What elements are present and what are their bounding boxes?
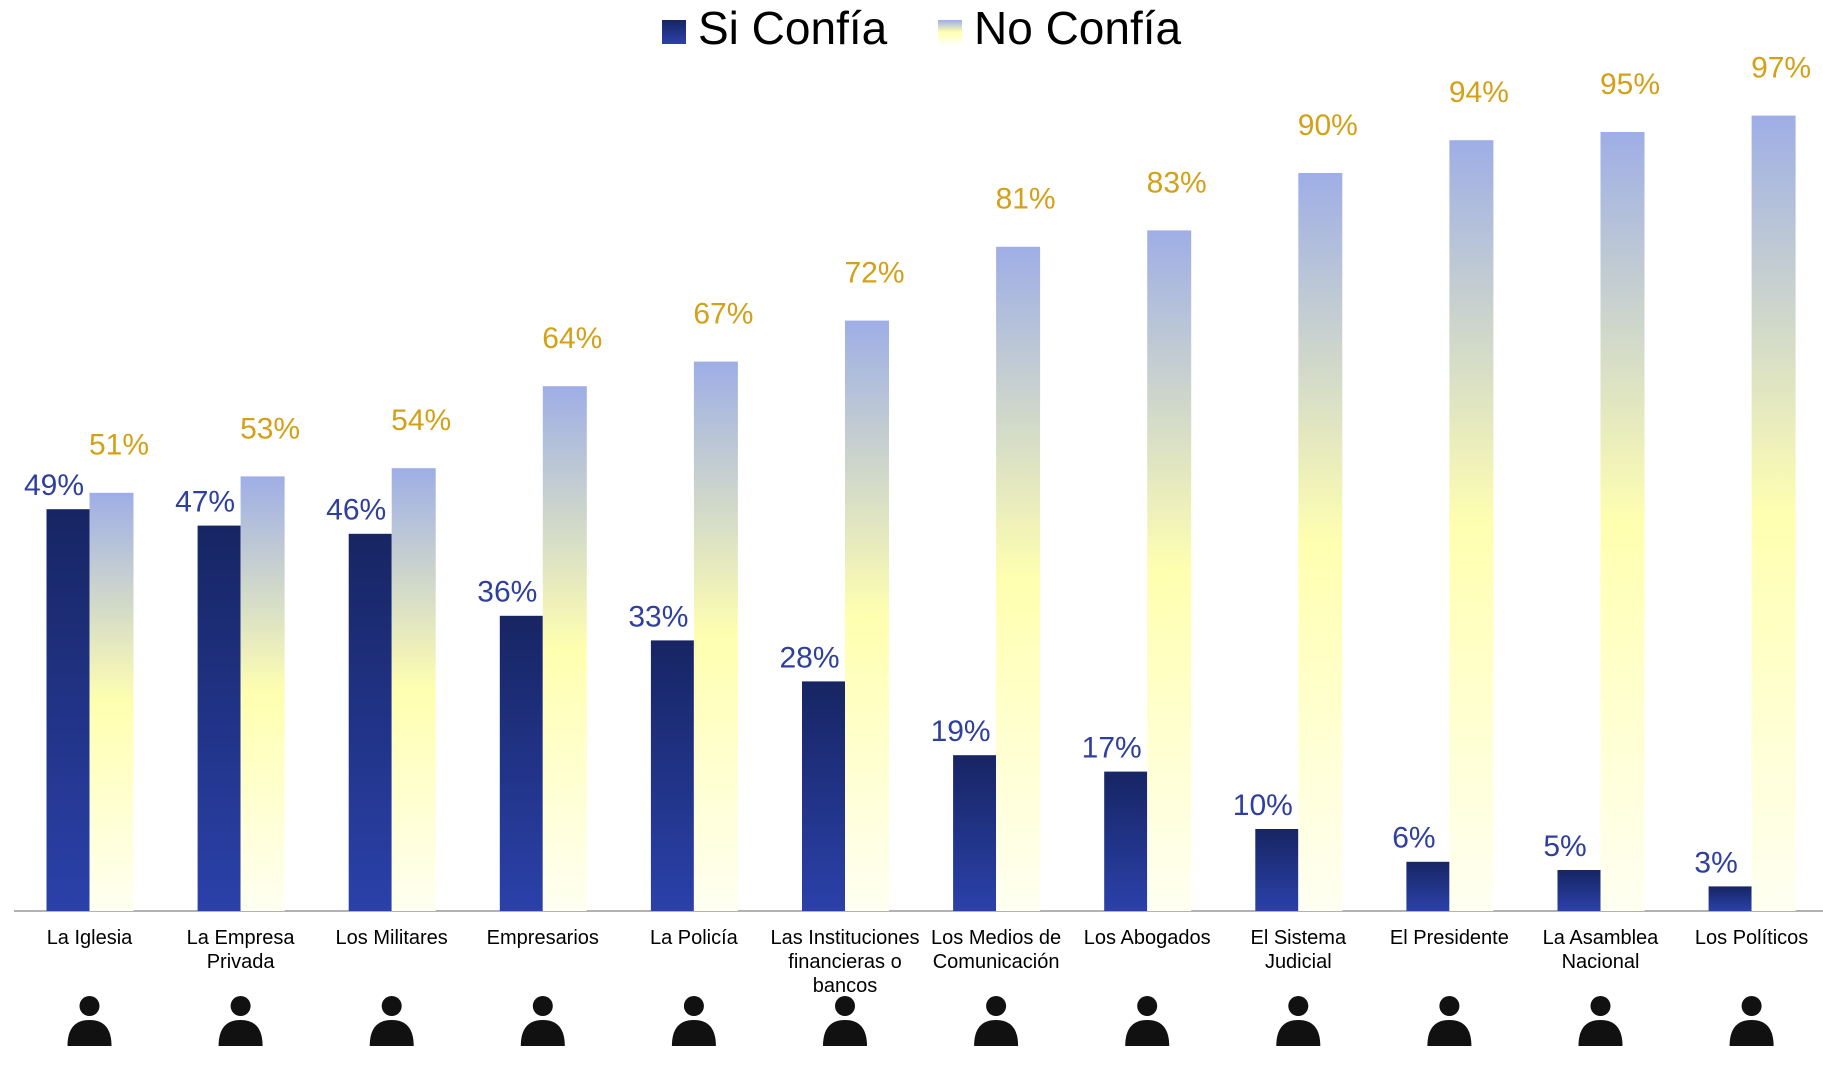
value-label: 51% <box>89 429 149 462</box>
bar <box>46 509 90 911</box>
icon <box>1288 996 1309 1016</box>
value-label: 94% <box>1449 76 1509 109</box>
bar <box>542 386 587 911</box>
bar <box>996 246 1041 912</box>
icon <box>1125 1020 1170 1046</box>
x-tick-label: El Sistema Judicial <box>1250 927 1347 973</box>
value-label: 49% <box>24 469 84 502</box>
icon <box>1276 1020 1321 1046</box>
bar <box>1147 230 1192 911</box>
bar <box>197 525 241 911</box>
bar <box>1104 771 1148 911</box>
x-tick-label: El Presidente <box>1389 927 1509 949</box>
value-label: 19% <box>931 715 991 748</box>
x-tick-label: Los Abogados <box>1083 927 1211 949</box>
icon <box>218 1020 263 1046</box>
x-tick-label: La Empresa Privada <box>186 927 295 973</box>
icon <box>1137 996 1158 1016</box>
icon <box>369 1020 414 1046</box>
x-tick-label: La Asamblea Nacional <box>1542 927 1659 973</box>
icon <box>1741 996 1762 1016</box>
legend-label: Si Confía <box>698 2 888 54</box>
bar <box>240 476 285 911</box>
icon <box>1729 1020 1774 1046</box>
bar <box>348 533 392 911</box>
value-label: 90% <box>1298 109 1358 142</box>
legend-swatch <box>662 20 686 44</box>
value-label: 10% <box>1233 789 1293 822</box>
value-label: 97% <box>1751 52 1811 85</box>
value-label: 33% <box>628 600 688 633</box>
value-label: 67% <box>693 298 753 331</box>
icon <box>671 1020 716 1046</box>
icon <box>230 996 251 1016</box>
icon <box>79 996 100 1016</box>
bar <box>391 468 436 911</box>
bar <box>693 361 738 912</box>
icon <box>532 996 553 1016</box>
bar <box>1449 140 1494 911</box>
value-label: 83% <box>1147 166 1207 199</box>
value-label: 64% <box>542 322 602 355</box>
bar <box>1255 829 1299 911</box>
bar <box>1406 861 1450 911</box>
icon <box>823 1020 867 1046</box>
value-label: 81% <box>996 183 1056 216</box>
value-label: 54% <box>391 404 451 437</box>
icon <box>986 996 1007 1016</box>
value-label: 28% <box>779 641 839 674</box>
icon <box>520 1020 565 1046</box>
icon <box>974 1020 1019 1046</box>
value-label: 46% <box>326 494 386 527</box>
value-label: 3% <box>1694 846 1737 879</box>
x-tick-label: La Policía <box>649 927 738 949</box>
value-label: 53% <box>240 412 300 445</box>
value-label: 95% <box>1600 68 1660 101</box>
x-tick-label: Empresarios <box>486 927 599 949</box>
bar <box>953 755 997 911</box>
value-label: 72% <box>844 257 904 290</box>
x-tick-label: Los Políticos <box>1694 927 1809 949</box>
icon <box>1578 1020 1623 1046</box>
value-label: 6% <box>1392 822 1435 855</box>
icon <box>683 996 704 1016</box>
legend-label: No Confía <box>974 2 1182 54</box>
x-tick-label: Los Medios de Comunicación <box>931 927 1062 973</box>
x-tick-label: La Iglesia <box>46 927 133 949</box>
value-label: 17% <box>1082 732 1142 765</box>
x-tick-label: Las Instituciones financieras o bancos <box>770 927 920 997</box>
x-tick-label: Los Militares <box>335 927 448 949</box>
value-label: 36% <box>477 576 537 609</box>
icon <box>1427 1020 1472 1046</box>
icon <box>67 1020 112 1046</box>
bar <box>499 615 543 911</box>
bar <box>1557 870 1601 911</box>
legend-swatch <box>938 20 962 44</box>
icon <box>1590 996 1611 1016</box>
bar <box>1600 132 1645 911</box>
icon <box>1439 996 1460 1016</box>
bar <box>845 320 889 912</box>
value-label: 5% <box>1543 830 1586 863</box>
icon <box>381 996 402 1016</box>
value-label: 47% <box>175 486 235 519</box>
bar <box>1751 115 1796 912</box>
bar <box>1298 173 1343 911</box>
icon <box>835 996 855 1016</box>
bar <box>1708 886 1752 911</box>
bar <box>650 640 694 911</box>
bar <box>89 492 134 911</box>
bar <box>802 681 845 911</box>
